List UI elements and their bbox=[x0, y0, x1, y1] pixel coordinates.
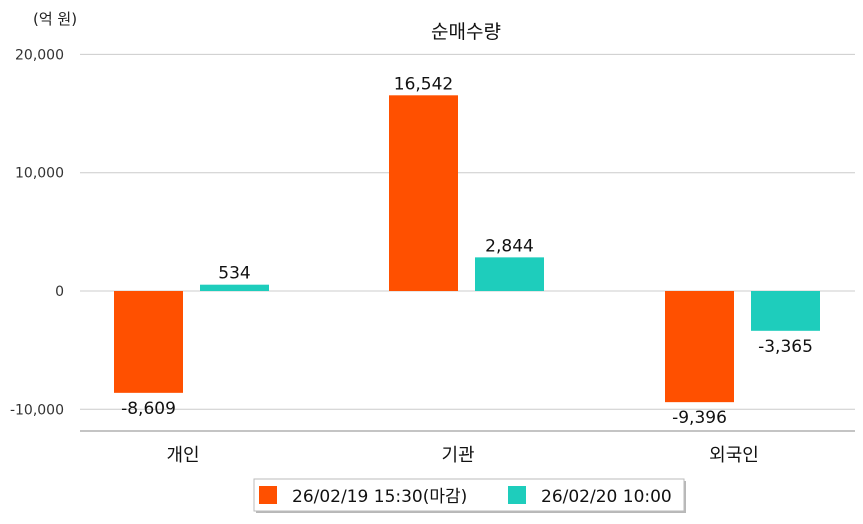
bar-2-2 bbox=[751, 291, 820, 331]
data-label: -9,396 bbox=[672, 408, 727, 428]
data-label: -8,609 bbox=[121, 399, 176, 419]
y-tick-label: 0 bbox=[55, 284, 64, 300]
bar-1-2 bbox=[665, 291, 734, 403]
bar-2-1 bbox=[475, 257, 544, 291]
x-category-label: 개인 bbox=[166, 445, 199, 466]
bar-1-0 bbox=[114, 291, 183, 393]
legend: 26/02/19 15:30(마감) 26/02/20 10:00 bbox=[253, 478, 686, 513]
unit-label: (억 원) bbox=[33, 10, 77, 28]
x-category-label: 기관 bbox=[441, 445, 474, 466]
legend-label-series-1: 26/02/19 15:30(마감) bbox=[292, 487, 467, 507]
legend-label-series-2: 26/02/20 10:00 bbox=[541, 487, 672, 507]
chart-title: 순매수량 bbox=[431, 21, 501, 43]
y-tick-label: 10,000 bbox=[15, 166, 64, 182]
data-label: -3,365 bbox=[758, 337, 813, 357]
legend-box bbox=[253, 478, 685, 512]
legend-swatch-series-2 bbox=[508, 486, 526, 504]
legend-swatch-series-1 bbox=[259, 486, 277, 504]
y-tick-label: 20,000 bbox=[15, 47, 64, 63]
x-category-label: 외국인 bbox=[709, 445, 759, 466]
y-tick-label: -10,000 bbox=[10, 402, 64, 418]
data-label: 16,542 bbox=[394, 74, 453, 94]
bar-2-0 bbox=[200, 284, 269, 291]
bar-1-1 bbox=[389, 95, 458, 292]
data-label: 2,844 bbox=[485, 236, 534, 256]
data-label: 534 bbox=[218, 264, 250, 284]
